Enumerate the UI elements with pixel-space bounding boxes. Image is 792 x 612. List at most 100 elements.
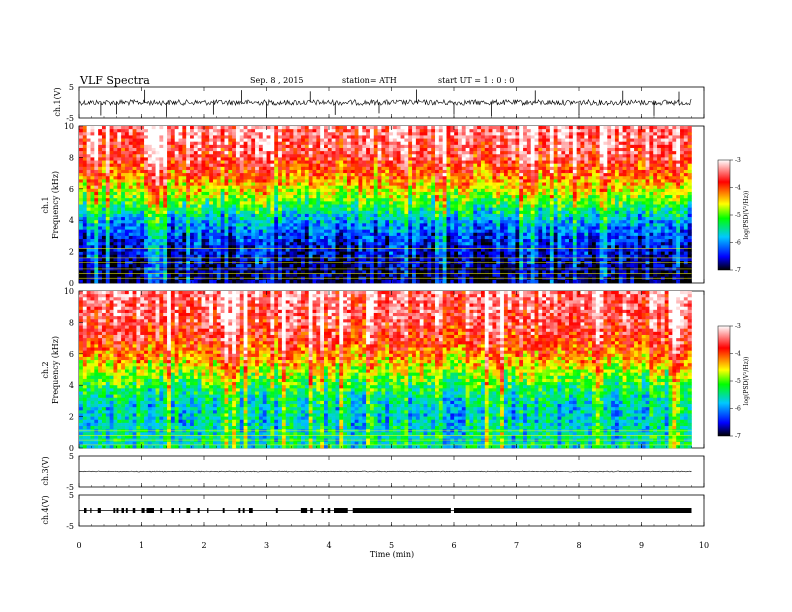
ch1-spectrogram-cell [197, 157, 202, 161]
ch1-spectrogram-cell [611, 217, 616, 221]
ch1-spectrogram-cell [266, 210, 271, 215]
ch1-spectrogram-cell [170, 179, 176, 183]
ch1-spectrogram-cell [680, 210, 685, 215]
ch1-spectrogram-cell [461, 217, 466, 221]
ch1-spectrogram-cell [523, 129, 528, 133]
ch1-spectrogram-cell [427, 154, 432, 158]
ch1-spectrogram-cell [534, 213, 539, 218]
ch1-spectrogram-cell [687, 191, 692, 196]
ch1-spectrogram-cell [278, 217, 283, 221]
ch1-spectrogram-cell [144, 173, 149, 177]
ch1-spectrogram-cell [680, 141, 685, 146]
ch1-spectrogram-cell [657, 126, 662, 130]
ch1-spectrogram-cell [331, 213, 336, 218]
ch1-spectrogram-cell [316, 169, 321, 174]
ch1-spectrogram-cell [400, 198, 405, 202]
ch1-spectrogram-cell [128, 198, 133, 202]
ch1-spectrogram-cell [293, 191, 298, 196]
ch1-spectrogram-cell [205, 210, 210, 215]
ch1-spectrogram-cell [442, 169, 447, 174]
ch1-spectrogram-cell [546, 220, 551, 224]
ch1-spectrogram-cell [519, 129, 524, 133]
ch1-spectrogram-cell [465, 129, 470, 133]
ch1-spectrogram-cell [427, 157, 432, 161]
ch1-spectrogram-cell [373, 160, 378, 164]
ch1-spectrogram-cell [343, 160, 348, 164]
ch1-spectrogram-cell [193, 201, 198, 205]
ch1-spectrogram-cell [484, 166, 489, 171]
ch1-spectrogram-cell [178, 147, 183, 152]
ch1-spectrogram-cell [82, 213, 87, 218]
ch1-spectrogram-cell [285, 141, 290, 146]
ch1-spectrogram-cell [373, 207, 378, 212]
ch1-spectrogram-cell [496, 151, 501, 155]
ch1-spectrogram-cell [278, 201, 283, 205]
ch1-spectrogram-cell [155, 132, 160, 136]
ch1-spectrogram-cell [301, 166, 306, 171]
ch1-spectrogram-cell [182, 163, 187, 168]
ch1-spectrogram-cell [591, 213, 597, 218]
ch1-spectrogram-cell [369, 126, 375, 130]
ch1-spectrogram-cell [450, 220, 455, 224]
ch1-spectrogram-cell [251, 154, 256, 158]
ch1-spectrogram-cell [530, 185, 535, 190]
ch1-spectrogram-cell [304, 154, 309, 158]
ch1-spectrogram-cell [542, 217, 547, 221]
ch1-spectrogram-cell [258, 207, 264, 212]
ch1-spectrogram-cell [461, 132, 466, 136]
ch1-spectrogram-cell [155, 144, 160, 149]
ch1-spectrogram-cell [584, 207, 589, 212]
ch1-spectrogram-cell [542, 213, 547, 218]
ch1-spectrogram-cell [144, 163, 149, 168]
ch1-spectrogram-cell [320, 220, 325, 224]
ch1-spectrogram-cell [396, 213, 401, 218]
ch1-spectrogram-cell [178, 220, 183, 224]
ch1-spectrogram-cell [396, 166, 401, 171]
ch1-spectrogram-cell [232, 198, 237, 202]
ch1-spectrogram-cell [435, 207, 440, 212]
ch1-spectrogram-cell [389, 141, 394, 146]
ch1-spectrogram-cell [500, 207, 505, 212]
ch1-spectrogram-cell [618, 201, 623, 205]
ch1-spectrogram-cell [657, 179, 662, 183]
ch1-spectrogram-cell [212, 191, 218, 196]
ch1-spectrogram-cell [622, 169, 627, 174]
ch1-spectrogram-cell [232, 166, 237, 171]
ch1-spectrogram-cell [220, 126, 225, 130]
ch1-spectrogram-cell [595, 151, 600, 155]
ch1-spectrogram-cell [144, 220, 149, 224]
ch1-spectrogram-cell [465, 138, 470, 142]
ch1-spectrogram-cell [82, 220, 87, 224]
ch1-spectrogram-cell [427, 220, 432, 224]
ch1-spectrogram-cell [653, 147, 658, 152]
ch1-spectrogram-cell [346, 201, 352, 205]
ch1-spectrogram-cell [278, 195, 283, 199]
ch1-spectrogram-cell [117, 166, 122, 171]
ch1-spectrogram-cell [266, 163, 271, 168]
ch1-spectrogram-cell [258, 144, 264, 149]
ch1-spectrogram-cell [308, 201, 313, 205]
ch1-spectrogram-cell [588, 144, 593, 149]
ch1-spectrogram-cell [79, 210, 84, 215]
ch1-spectrogram-cell [82, 166, 87, 171]
ch1-spectrogram-cell [94, 204, 99, 208]
ch1-spectrogram-cell [404, 166, 409, 171]
ch1-spectrogram-cell [377, 147, 382, 152]
ch1-spectrogram-cell [182, 160, 187, 164]
ch1-spectrogram-cell [569, 135, 574, 139]
ch1-spectrogram-cell [151, 195, 156, 199]
ch1-spectrogram-cell [90, 154, 95, 158]
ch1-spectrogram-cell [477, 185, 482, 190]
ch1-spectrogram-cell [457, 207, 463, 212]
ch1-spectrogram-cell [618, 185, 623, 190]
ch1-spectrogram-cell [144, 201, 149, 205]
ch1-spectrogram-cell [660, 160, 666, 164]
ch1-spectrogram-cell [186, 198, 191, 202]
ch1-spectrogram-cell [526, 138, 532, 142]
ch1-spectrogram-cell [392, 160, 398, 164]
ch1-spectrogram-cell [186, 166, 191, 171]
ch1-spectrogram-cell [599, 210, 604, 215]
ch1-spectrogram-cell [312, 169, 317, 174]
ch1-spectrogram-cell [676, 138, 681, 142]
ch1-spectrogram-cell [167, 129, 172, 133]
